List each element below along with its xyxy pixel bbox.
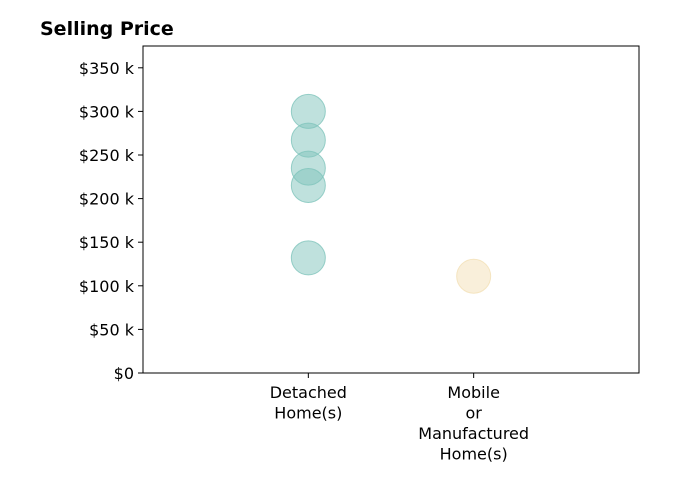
x-tick-label-line: or [465,404,482,423]
y-axis: $0 $50 k $100 k $150 k $200 k $250 k $300 k $35… [79,59,143,383]
data-point [290,168,326,204]
x-axis: Detached Home(s) Mobile or Manufactured Home(… [270,373,529,464]
y-tick-label: $0 [114,364,134,383]
data-point [456,258,492,294]
x-tick-label: Mobile or Manufactured Home(s) [418,383,529,464]
y-tick-label: $300 k [79,102,135,121]
plot-frame [142,45,640,374]
y-tick-label: $150 k [79,233,135,252]
y-tick-label: $200 k [79,190,135,209]
chart-title: Selling Price [40,18,174,40]
y-tick-label: $350 k [79,59,135,78]
x-tick-label-line: Mobile [447,383,499,402]
y-tick-label: $250 k [79,146,135,165]
x-tick-label: Detached Home(s) [270,383,347,423]
data-point [290,240,326,276]
x-tick-label-line: Home(s) [274,404,342,423]
x-tick-label-line: Manufactured [418,424,529,443]
data-points [290,93,492,294]
x-tick-label-line: Detached [270,383,347,402]
y-tick-label: $50 k [89,320,135,339]
y-tick-label: $100 k [79,277,135,296]
x-tick-label-line: Home(s) [440,445,508,464]
